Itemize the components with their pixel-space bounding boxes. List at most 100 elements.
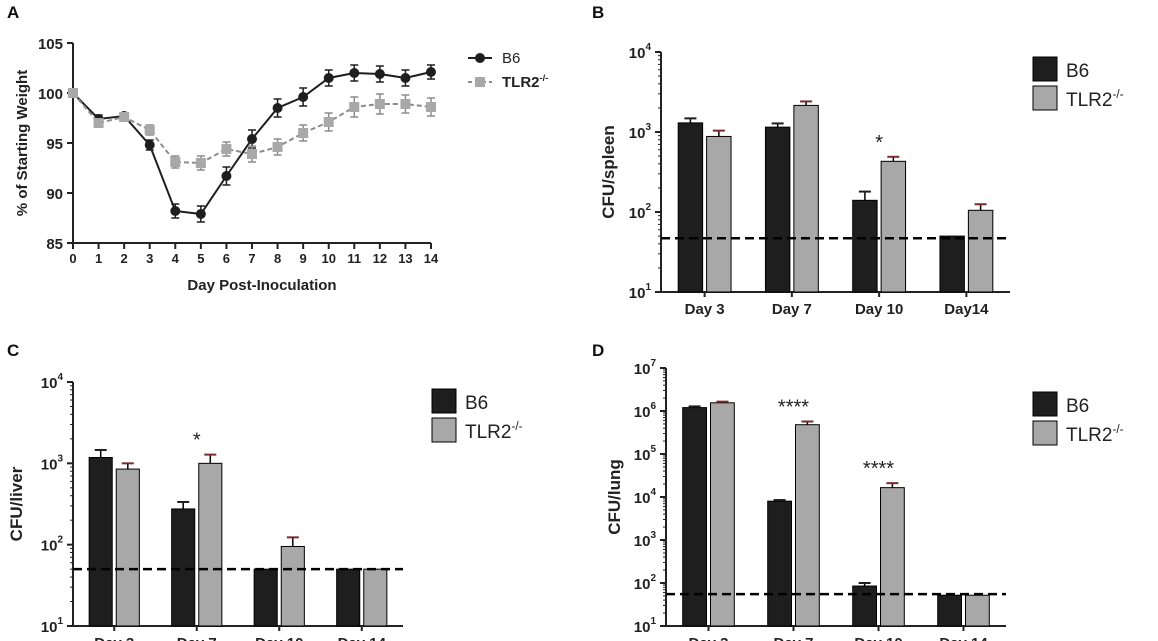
legend-b6-label: B6 [1066,61,1089,82]
tick-base: 10 [634,447,651,464]
tlr2-point [221,144,232,154]
tick-exponent: 2 [650,573,656,584]
b6-point [298,92,309,102]
y-tick-label: 85 [46,236,63,253]
tlr2-bar [795,424,820,627]
panel-letter: B [592,3,604,22]
tick-base: 10 [629,125,646,142]
tlr2-bar [198,462,223,627]
panel-letter: A [7,3,19,22]
x-category-label: Day 3 [94,635,134,641]
legend-tlr2-base: TLR2 [1066,425,1112,446]
tlr2-point [195,158,206,168]
tick-exponent: 5 [650,444,656,455]
x-tick-label: 11 [347,251,361,266]
tick-base: 10 [634,576,651,593]
x-category-label: Day 3 [685,301,725,318]
x-tick-label: 6 [223,251,230,266]
x-category-label: Day 10 [255,635,303,641]
tlr2-point [170,157,181,167]
x-tick-label: 9 [300,251,307,266]
legend-b6-swatch [1032,391,1058,417]
b6-point [144,140,155,150]
tick-exponent: 4 [57,372,63,383]
legend-tlr2-sup: -/- [511,420,522,433]
tick-base: 10 [41,619,58,636]
legend-b6-label: B6 [465,393,488,414]
x-tick-label: 12 [373,251,387,266]
legend-tlr2-label: TLR2-/- [502,73,548,91]
b6-bar [939,235,965,293]
x-tick-label: 13 [398,251,412,266]
b6-bar [937,594,963,627]
b6-bar [767,500,793,627]
tick-exponent: 3 [650,530,656,541]
tick-exponent: 3 [645,122,651,133]
x-category-label: Day 10 [855,301,903,318]
y-tick-label: 106 [634,401,657,421]
y-tick-label: 107 [634,358,657,378]
tlr2-point [323,117,334,127]
b6-bar [88,456,113,627]
y-tick-label: 103 [629,122,652,142]
tlr2-point [247,149,257,159]
x-tick-label: 8 [274,251,281,266]
b6-bar [852,199,878,293]
tick-base: 10 [629,205,646,222]
y-tick-label: 105 [38,36,63,53]
x-tick-label: 3 [146,251,153,266]
tick-base: 10 [41,375,58,392]
b6-bar [764,126,791,293]
x-category-label: Day 7 [772,301,812,318]
b6-point [349,68,360,78]
tick-exponent: 4 [650,487,656,498]
legend-b6-swatch [1032,56,1058,82]
x-category-label: Day 10 [854,635,902,641]
tlr2-point [426,102,436,112]
x-category-label: Day 14 [939,635,988,641]
y-tick-label: 101 [41,616,64,636]
tlr2-point [374,99,385,109]
tlr2-bar [115,468,140,627]
y-tick-label: 102 [634,573,657,593]
legend-tlr2-marker [475,77,485,87]
legend-tlr2-swatch [431,417,457,443]
b6-bar [253,568,278,627]
significance-marker: * [193,430,201,452]
tick-exponent: 6 [650,401,656,412]
legend-tlr2-label: TLR2-/- [1066,88,1124,111]
legend-tlr2-sup: -/- [1112,88,1123,101]
b6-point [170,206,181,216]
tick-exponent: 1 [645,282,651,293]
tick-base: 10 [634,619,651,636]
x-tick-label: 2 [121,251,128,266]
legend-b6-label: B6 [502,50,520,67]
y-tick-label: 105 [634,444,657,464]
x-category-label: Day14 [944,301,989,318]
tlr2-point [349,102,360,112]
b6-bar [171,508,196,627]
legend-tlr2-base: TLR2 [502,74,540,91]
x-category-label: Day 14 [338,635,387,641]
tlr2-bar [880,160,907,293]
tlr2-point [93,118,104,128]
tick-exponent: 2 [57,535,63,546]
x-tick-label: 7 [248,251,255,266]
b6-point [426,67,436,77]
x-tick-label: 0 [69,251,76,266]
y-tick-label: 104 [629,42,652,62]
tlr2-point [68,88,78,98]
x-tick-label: 14 [424,251,439,266]
x-tick-label: 5 [197,251,204,266]
y-tick-label: 95 [46,136,63,153]
tick-base: 10 [634,490,651,507]
tlr2-bar [793,104,819,293]
significance-marker: **** [778,396,809,418]
y-tick-label: 100 [38,86,63,103]
y-axis-title: CFU/lung [605,459,624,535]
tlr2-bar [280,545,305,627]
